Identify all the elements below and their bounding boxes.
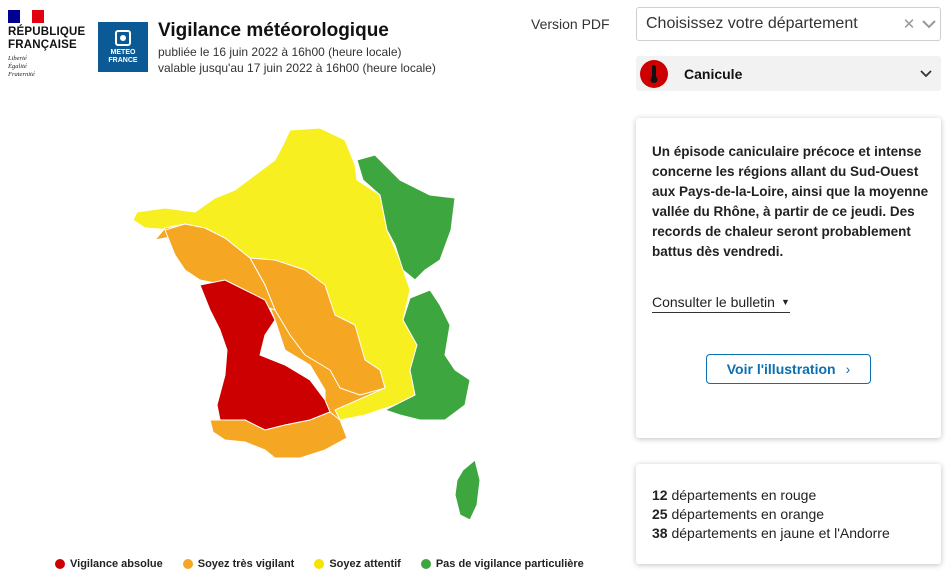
chevron-right-icon: › — [845, 361, 851, 377]
legend-dot-green — [420, 559, 431, 569]
map-zone-orange-south[interactable] — [209, 411, 348, 459]
map-zone-green-southeast[interactable] — [384, 289, 471, 421]
department-stats-card: 12 départements en rouge 25 départements… — [636, 464, 941, 564]
legend-dot-yellow — [314, 559, 325, 569]
chevron-down-icon — [911, 69, 941, 78]
legend-item-green: Pas de vigilance particulière — [420, 558, 584, 570]
caret-down-icon: ▼ — [780, 297, 790, 307]
meteo-france-mark-icon — [115, 29, 131, 46]
republique-name: RÉPUBLIQUE FRANÇAISE — [8, 26, 86, 51]
legend-item-red: Vigilance absolue — [55, 558, 163, 570]
republique-motto: Liberté Égalité Fraternité — [8, 55, 35, 78]
map-zone-orange-west[interactable] — [164, 223, 276, 311]
map-zone-orange-center[interactable] — [249, 257, 386, 396]
vigilance-description: Un épisode caniculaire précoce et intens… — [652, 144, 929, 259]
bulletin-dropdown[interactable]: Consulter le bulletin ▼ — [652, 294, 790, 313]
valid-until-date: valable jusqu'au 17 juin 2022 à 16h00 (h… — [158, 61, 436, 75]
legend-item-yellow: Soyez attentif — [314, 558, 401, 570]
chevron-down-icon[interactable] — [918, 8, 940, 40]
stat-yellow: 38 départements en jaune et l'Andorre — [652, 525, 890, 541]
legend-dot-orange — [182, 559, 193, 569]
map-zone-green-corsica[interactable] — [454, 459, 481, 521]
published-date: publiée le 16 juin 2022 à 16h00 (heure l… — [158, 45, 402, 59]
view-illustration-button[interactable]: Voir l'illustration › — [706, 354, 871, 384]
french-flag-icon — [8, 10, 44, 23]
page-title: Vigilance météorologique — [158, 20, 389, 41]
phenomenon-dropdown[interactable]: Canicule — [636, 56, 941, 91]
department-select-placeholder: Choisissez votre département — [646, 15, 858, 32]
france-vigilance-map[interactable] — [125, 120, 495, 530]
legend-dot-red — [55, 559, 65, 569]
stat-red: 12 départements en rouge — [652, 487, 817, 503]
phenomenon-label: Canicule — [684, 65, 743, 82]
stat-orange: 25 départements en orange — [652, 506, 825, 522]
meteo-france-logo[interactable]: METEO FRANCE — [98, 22, 148, 72]
legend-item-orange: Soyez très vigilant — [182, 558, 294, 570]
map-legend: Vigilance absolue Soyez très vigilant So… — [55, 558, 604, 570]
pdf-version-link[interactable]: Version PDF — [531, 16, 610, 32]
thermometer-icon — [640, 59, 668, 88]
close-icon[interactable]: ✕ — [902, 16, 916, 33]
department-select[interactable]: Choisissez votre département ✕ — [636, 7, 941, 41]
republique-francaise-logo: RÉPUBLIQUE FRANÇAISE Liberté Égalité Fra… — [8, 10, 92, 79]
vigilance-info-card: Un épisode caniculaire précoce et intens… — [636, 118, 941, 438]
map-zone-green-northeast[interactable] — [356, 154, 456, 281]
